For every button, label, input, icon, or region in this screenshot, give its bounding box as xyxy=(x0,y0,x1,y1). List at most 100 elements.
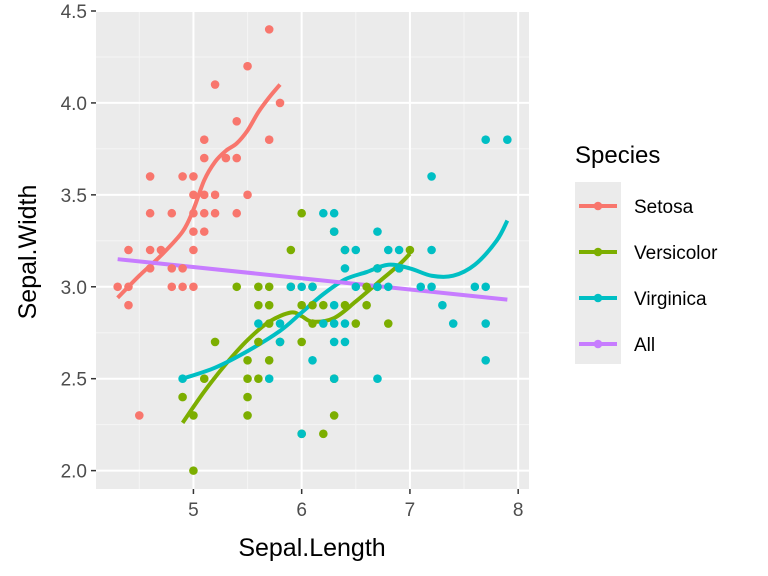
data-point-setosa xyxy=(178,264,187,273)
data-point-setosa xyxy=(167,264,177,273)
data-point-setosa xyxy=(199,227,209,236)
data-point-setosa xyxy=(124,282,133,292)
y-axis-title: Sepal.Width xyxy=(14,185,42,320)
data-point-setosa xyxy=(189,245,198,255)
data-point-virginica xyxy=(481,282,491,292)
legend-label-virginica: Virginica xyxy=(634,289,707,310)
data-point-virginica xyxy=(394,264,404,273)
data-point-versicolor xyxy=(308,319,317,328)
data-point-virginica xyxy=(427,245,436,255)
data-point-versicolor xyxy=(243,374,252,383)
data-point-virginica xyxy=(351,245,361,255)
data-point-setosa xyxy=(210,190,220,200)
data-point-versicolor xyxy=(297,300,306,310)
data-point-setosa xyxy=(113,282,122,292)
data-point-virginica xyxy=(329,227,339,236)
data-point-virginica xyxy=(373,227,382,236)
data-point-versicolor xyxy=(243,411,252,420)
data-point-versicolor xyxy=(189,411,198,420)
data-point-setosa xyxy=(232,153,242,163)
smooth-line-setosa xyxy=(116,83,282,300)
data-point-setosa xyxy=(124,245,133,255)
data-point-setosa xyxy=(167,282,177,292)
data-point-virginica xyxy=(275,319,285,328)
data-point-setosa xyxy=(145,172,155,181)
y-tick-label: 4.5 xyxy=(61,2,87,23)
data-point-virginica xyxy=(275,337,285,347)
data-point-setosa xyxy=(156,245,166,255)
legend-key-point-virginica xyxy=(593,293,603,303)
data-point-virginica xyxy=(308,282,317,292)
legend: Species Setosa Versicolor Virginica All xyxy=(575,142,718,364)
data-point-versicolor xyxy=(383,319,393,328)
data-point-setosa xyxy=(124,300,133,310)
data-point-versicolor xyxy=(362,300,371,310)
data-point-setosa xyxy=(264,135,274,144)
data-point-virginica xyxy=(319,208,328,218)
data-point-versicolor xyxy=(362,282,371,292)
y-tick-label: 3.5 xyxy=(61,186,87,207)
data-point-virginica xyxy=(394,245,404,255)
data-point-virginica xyxy=(286,282,296,292)
legend-key-point-all xyxy=(593,339,603,349)
data-point-virginica xyxy=(329,300,339,310)
data-point-versicolor xyxy=(264,300,274,310)
data-point-versicolor xyxy=(254,337,263,347)
data-point-virginica xyxy=(329,208,339,218)
legend-label-versicolor: Versicolor xyxy=(634,243,718,264)
data-point-virginica xyxy=(373,282,382,292)
data-point-setosa xyxy=(189,227,198,236)
data-point-setosa xyxy=(264,25,274,34)
data-point-setosa xyxy=(232,117,242,126)
data-point-virginica xyxy=(340,337,350,347)
data-point-versicolor xyxy=(340,300,350,310)
data-point-virginica xyxy=(383,245,393,255)
data-point-virginica xyxy=(329,319,339,328)
data-point-virginica xyxy=(373,264,382,273)
data-point-versicolor xyxy=(189,466,198,475)
data-point-versicolor xyxy=(351,319,361,328)
data-point-setosa xyxy=(189,190,198,200)
data-point-virginica xyxy=(340,245,350,255)
data-point-virginica xyxy=(178,374,187,383)
data-point-versicolor xyxy=(297,208,306,218)
data-point-virginica xyxy=(481,319,491,328)
data-point-versicolor xyxy=(199,374,209,383)
data-point-setosa xyxy=(167,208,177,218)
y-tick-label: 2.5 xyxy=(61,370,87,391)
data-point-virginica xyxy=(373,374,382,383)
legend-key-point-setosa xyxy=(593,201,603,211)
data-point-versicolor xyxy=(232,282,242,292)
data-point-versicolor xyxy=(297,337,306,347)
y-tick-label: 2.0 xyxy=(61,462,87,483)
data-point-setosa xyxy=(189,282,198,292)
legend-key-point-versicolor xyxy=(593,247,603,257)
data-point-versicolor xyxy=(254,282,263,292)
x-tick-label: 5 xyxy=(188,500,199,521)
data-point-versicolor xyxy=(264,319,274,328)
data-point-setosa xyxy=(189,172,198,181)
data-point-versicolor xyxy=(286,245,296,255)
legend-title: Species xyxy=(575,142,660,169)
data-point-setosa xyxy=(199,153,209,163)
data-point-virginica xyxy=(340,319,350,328)
data-point-versicolor xyxy=(264,282,274,292)
x-tick-label: 7 xyxy=(405,500,416,521)
x-tick-label: 8 xyxy=(513,500,524,521)
data-point-virginica xyxy=(416,282,426,292)
data-point-setosa xyxy=(275,98,285,108)
data-point-virginica xyxy=(319,319,328,328)
data-point-virginica xyxy=(448,319,458,328)
data-point-versicolor xyxy=(264,356,274,365)
data-point-virginica xyxy=(481,135,491,144)
data-point-versicolor xyxy=(308,300,317,310)
data-point-setosa xyxy=(178,282,187,292)
data-point-versicolor xyxy=(319,300,328,310)
data-point-virginica xyxy=(340,264,350,273)
data-point-virginica xyxy=(351,282,361,292)
data-point-versicolor xyxy=(210,337,220,347)
data-point-versicolor xyxy=(178,392,187,402)
data-point-setosa xyxy=(145,208,155,218)
data-point-setosa xyxy=(135,411,144,420)
data-point-virginica xyxy=(329,337,339,347)
